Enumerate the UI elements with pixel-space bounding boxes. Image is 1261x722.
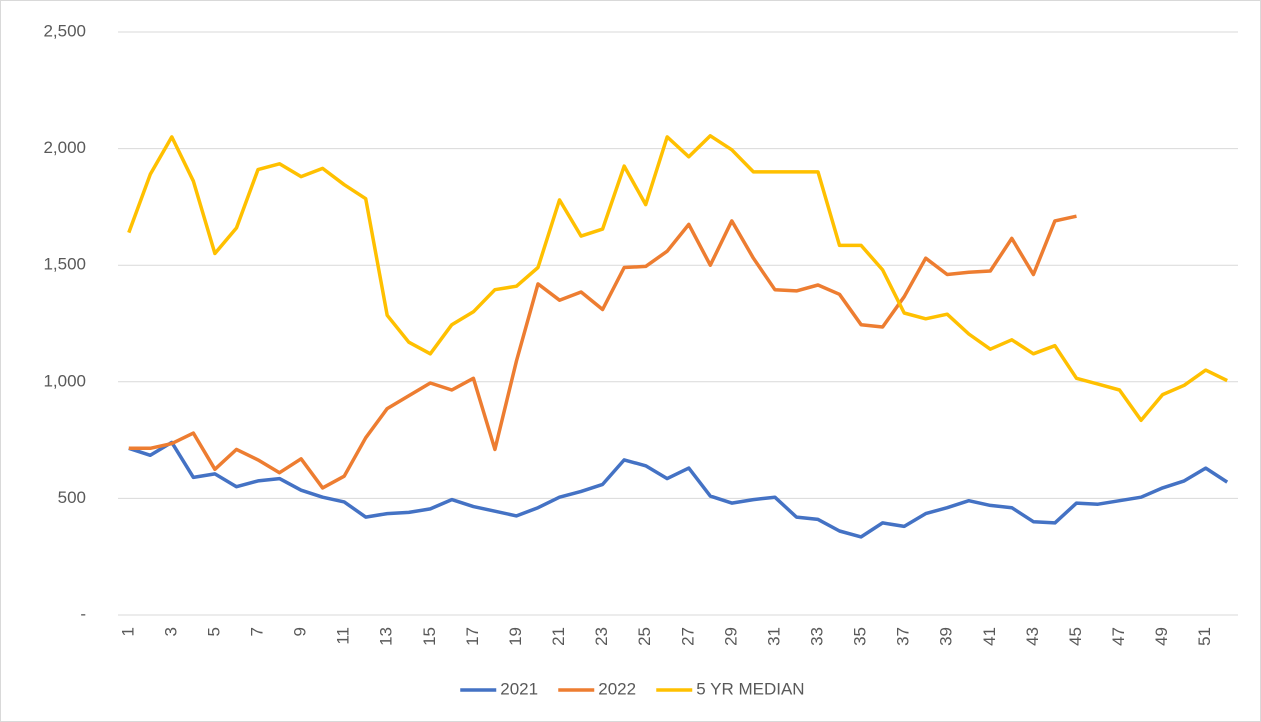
x-tick-label: 39 <box>937 627 956 646</box>
x-tick-label: 21 <box>549 627 568 646</box>
y-tick-label: 2,500 <box>43 21 86 40</box>
x-tick-label: 3 <box>161 627 180 636</box>
x-tick-label: 33 <box>807 627 826 646</box>
series-line <box>128 440 1229 539</box>
x-tick-label: 47 <box>1109 627 1128 646</box>
x-tick-label: 43 <box>1023 627 1042 646</box>
x-tick-label: 15 <box>420 627 439 646</box>
x-tick-label: 45 <box>1066 627 1085 646</box>
y-tick-label: 1,000 <box>43 371 86 390</box>
x-tick-label: 27 <box>678 627 697 646</box>
x-tick-label: 9 <box>291 627 310 636</box>
x-tick-label: 29 <box>721 627 740 646</box>
x-tick-label: 5 <box>204 627 223 636</box>
x-tick-label: 17 <box>463 627 482 646</box>
x-tick-label: 19 <box>506 627 525 646</box>
x-tick-label: 41 <box>980 627 999 646</box>
y-tick-label: 2,000 <box>43 138 86 157</box>
legend-label: 2022 <box>598 679 636 698</box>
x-tick-label: 7 <box>247 627 266 636</box>
y-tick-label: 500 <box>58 488 86 507</box>
legend-label: 2021 <box>500 679 538 698</box>
x-tick-label: 51 <box>1195 627 1214 646</box>
y-tick-label: 1,500 <box>43 255 86 274</box>
x-tick-label: 37 <box>894 627 913 646</box>
series-line <box>128 214 1077 490</box>
x-tick-label: 23 <box>592 627 611 646</box>
x-tick-label: 1 <box>118 627 137 636</box>
x-tick-label: 31 <box>764 627 783 646</box>
x-tick-label: 13 <box>377 627 396 646</box>
x-tick-label: 11 <box>334 627 353 645</box>
legend-label: 5 YR MEDIAN <box>696 679 804 698</box>
x-tick-label: 25 <box>635 627 654 646</box>
x-tick-label: 49 <box>1152 627 1171 646</box>
series-line <box>127 134 1228 423</box>
y-tick-label: - <box>80 604 86 623</box>
x-tick-label: 35 <box>851 627 870 646</box>
